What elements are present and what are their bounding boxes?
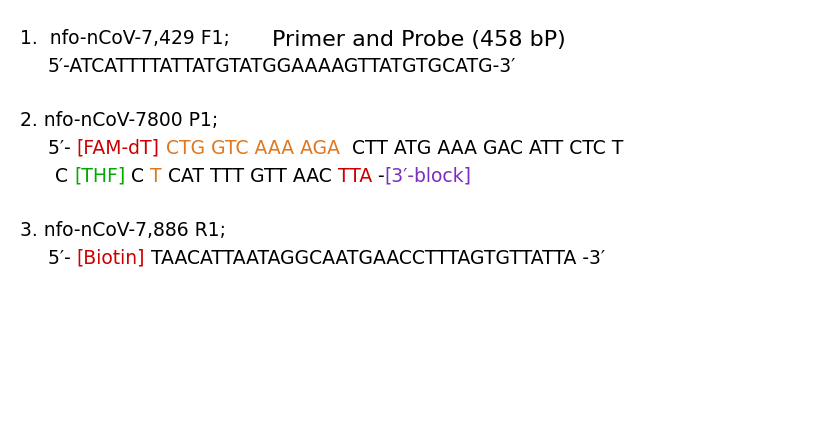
Text: 5′-ATCATTTTATTATGTATGGAAAAGTTATGTGCATG-3′: 5′-ATCATTTTATTATGTATGGAAAAGTTATGTGCATG-3… (48, 57, 516, 76)
Text: 5′-: 5′- (48, 139, 77, 158)
Text: [3′-block]: [3′-block] (384, 167, 471, 186)
Text: T: T (150, 167, 161, 186)
Text: [THF]: [THF] (74, 167, 125, 186)
Text: TAACATTAATAGGCAATGAACCTTTAGTGTTATTA -3′: TAACATTAATAGGCAATGAACCTTTAGTGTTATTA -3′ (145, 249, 604, 268)
Text: CTG GTC AAA AGA: CTG GTC AAA AGA (160, 139, 339, 158)
Text: C: C (125, 167, 150, 186)
Text: -: - (371, 167, 384, 186)
Text: CAT TTT GTT AAC: CAT TTT GTT AAC (161, 167, 337, 186)
Text: Primer and Probe (458 bP): Primer and Probe (458 bP) (272, 30, 564, 50)
Text: 3. nfo-nCoV-7,886 R1;: 3. nfo-nCoV-7,886 R1; (20, 221, 226, 240)
Text: CTT ATG AAA GAC ATT CTC T: CTT ATG AAA GAC ATT CTC T (339, 139, 622, 158)
Text: 5′-: 5′- (48, 249, 77, 268)
Text: C: C (55, 167, 74, 186)
Text: TTA: TTA (337, 167, 371, 186)
Text: [Biotin]: [Biotin] (77, 249, 145, 268)
Text: 2. nfo-nCoV-7800 P1;: 2. nfo-nCoV-7800 P1; (20, 111, 218, 130)
Text: [FAM-dT]: [FAM-dT] (77, 139, 160, 158)
Text: 1.  nfo-nCoV-7,429 F1;: 1. nfo-nCoV-7,429 F1; (20, 29, 230, 48)
